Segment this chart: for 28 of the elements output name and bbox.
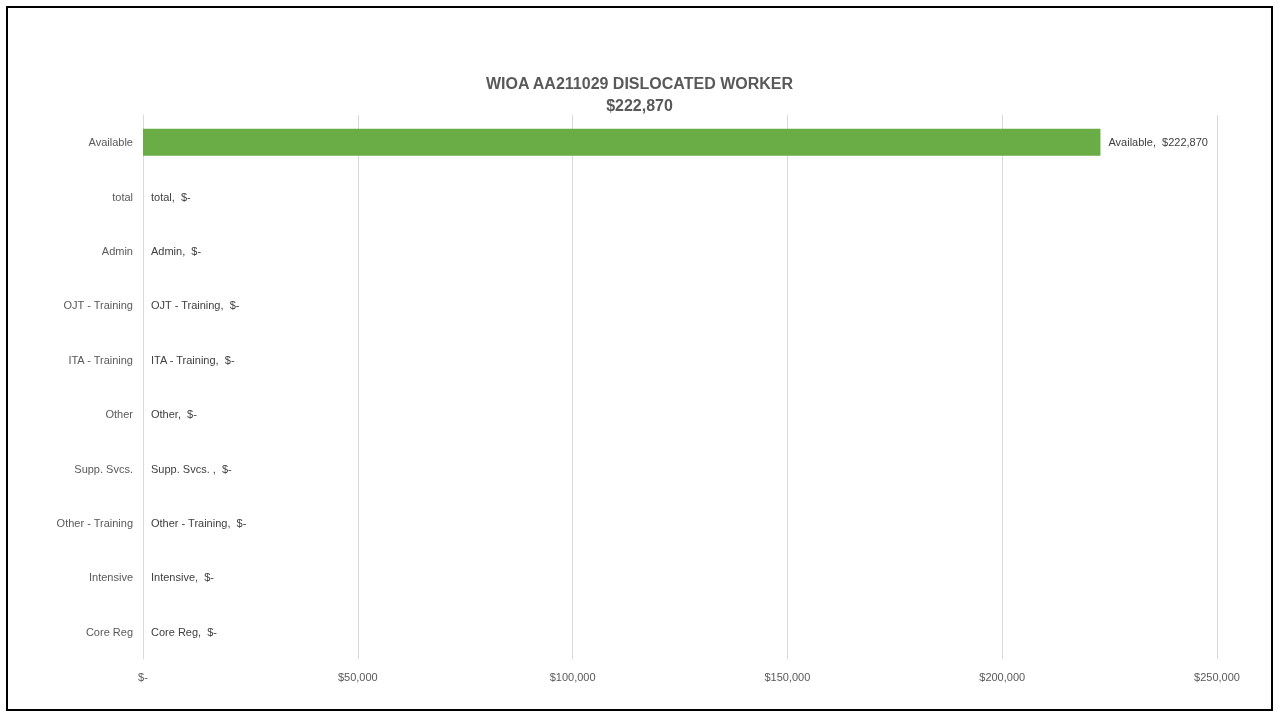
- data-label: OJT - Training, $-: [151, 299, 240, 312]
- data-label: Other, $-: [151, 408, 198, 421]
- data-label: Core Reg, $-: [151, 625, 218, 638]
- data-label: Available, $222,870: [1108, 136, 1208, 149]
- data-label: Intensive, $-: [151, 571, 215, 584]
- y-tick-label: OJT - Training: [63, 299, 133, 312]
- y-tick-label: Admin: [101, 245, 133, 257]
- data-label: total, $-: [151, 190, 192, 203]
- y-tick-label: Other: [105, 408, 134, 421]
- x-tick-label: $250,000: [1194, 670, 1240, 683]
- chart-subtitle: $222,870: [606, 96, 673, 114]
- y-tick-label: Intensive: [88, 571, 133, 584]
- y-tick-label: Supp. Svcs.: [74, 462, 133, 475]
- data-label: Other - Training, $-: [151, 517, 247, 529]
- y-tick-label: Core Reg: [85, 625, 133, 638]
- y-tick-label: Other - Training: [56, 517, 133, 529]
- x-tick-label: $-: [138, 670, 149, 683]
- chart-title: WIOA AA211029 DISLOCATED WORKER: [485, 74, 794, 92]
- data-label: Supp. Svcs. , $-: [151, 462, 233, 475]
- y-tick-label: total: [112, 190, 133, 203]
- x-tick-label: $150,000: [764, 670, 811, 683]
- y-tick-label: ITA - Training: [68, 353, 133, 366]
- x-tick-label: $50,000: [337, 670, 378, 683]
- x-tick-label: $100,000: [549, 670, 596, 683]
- data-label: Admin, $-: [151, 245, 202, 257]
- x-tick-label: $200,000: [979, 670, 1026, 683]
- y-tick-label: Available: [88, 136, 133, 149]
- data-label: ITA - Training, $-: [151, 353, 235, 366]
